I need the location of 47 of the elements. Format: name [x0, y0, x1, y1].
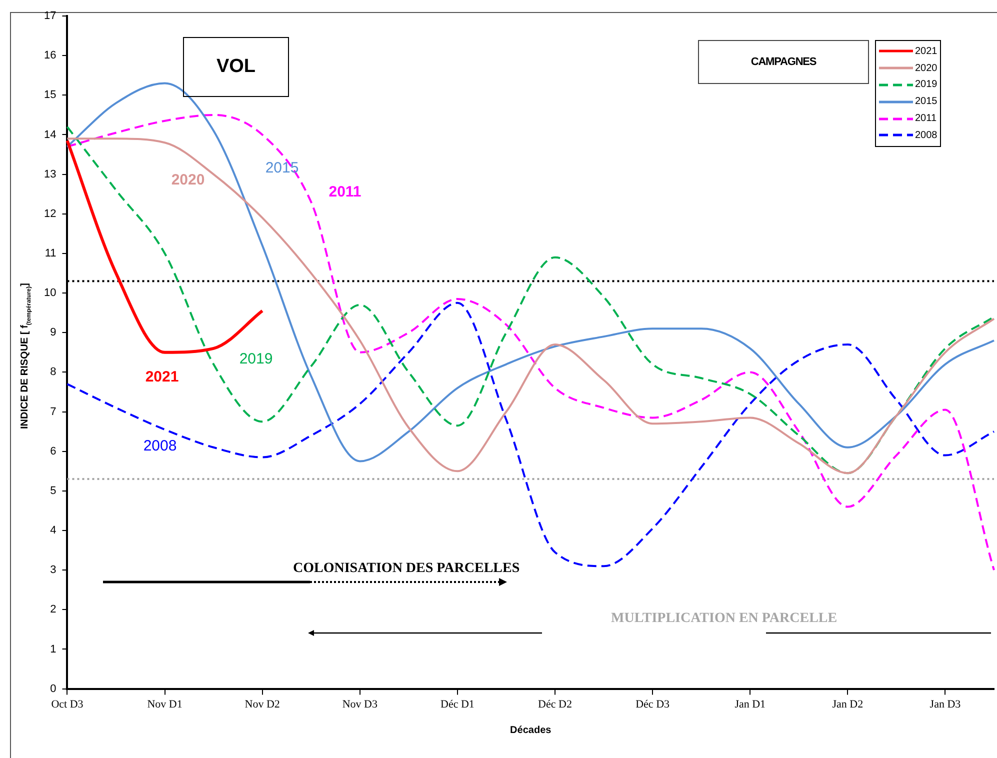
- legend-title: CAMPAGNES: [698, 40, 869, 84]
- x-tick-label: Nov D1: [147, 698, 182, 710]
- y-tick-label: 0: [50, 682, 56, 695]
- x-tick-label: Déc D1: [440, 698, 474, 710]
- y-tick-label: 9: [50, 326, 56, 339]
- annotation: 2021: [145, 368, 179, 386]
- x-tick-label: Jan D2: [832, 698, 864, 710]
- legend-label: 2008: [915, 130, 938, 141]
- legend-label: 2020: [915, 62, 938, 74]
- legend-label: 2011: [915, 113, 937, 124]
- y-tick-label: 5: [50, 484, 56, 497]
- annotation: 2019: [239, 350, 273, 368]
- y-tick-label: 15: [44, 89, 56, 102]
- x-tick-label: Déc D2: [538, 698, 572, 710]
- x-tick-label: Nov D3: [342, 698, 378, 710]
- line-series: [66, 114, 995, 572]
- y-tick-label: 3: [50, 564, 56, 576]
- x-tick-label: Déc D3: [636, 698, 670, 710]
- annotation: VOL: [183, 37, 289, 97]
- annotation: 2015: [265, 160, 299, 176]
- y-tick-label: 11: [44, 247, 56, 260]
- y-tick-label: 7: [50, 406, 56, 418]
- y-tick-label: 4: [50, 524, 56, 537]
- x-tick-label: Oct D3: [51, 698, 84, 710]
- x-tick-label: Nov D2: [244, 698, 280, 710]
- y-tick-label: 2: [50, 604, 56, 616]
- y-tick-label: 10: [44, 287, 56, 300]
- line-series: [66, 139, 264, 354]
- annotation: MULTIPLICATION EN PARCELLE: [611, 611, 838, 627]
- y-tick-label: 17: [44, 10, 56, 22]
- x-axis-title: Décades: [510, 724, 552, 736]
- y-tick-label: 12: [44, 208, 56, 220]
- legend-label: 2021: [915, 46, 938, 57]
- annotation: 2008: [143, 438, 177, 454]
- y-tick-label: 14: [44, 128, 56, 141]
- annotation: 2020: [171, 172, 205, 188]
- y-tick-label: 6: [50, 445, 56, 458]
- y-tick-label: 16: [44, 50, 56, 62]
- x-tick-label: Jan D3: [930, 698, 962, 710]
- annotation: COLONISATION DES PARCELLES: [293, 561, 520, 577]
- x-tick-label: Jan D1: [734, 698, 766, 710]
- legend-label: 2015: [915, 96, 938, 108]
- annotation: 2011: [328, 184, 362, 200]
- y-tick-label: 13: [44, 168, 56, 180]
- legend-label: 2019: [915, 79, 938, 90]
- y-tick-label: 1: [50, 643, 56, 656]
- y-tick-label: 8: [50, 366, 56, 378]
